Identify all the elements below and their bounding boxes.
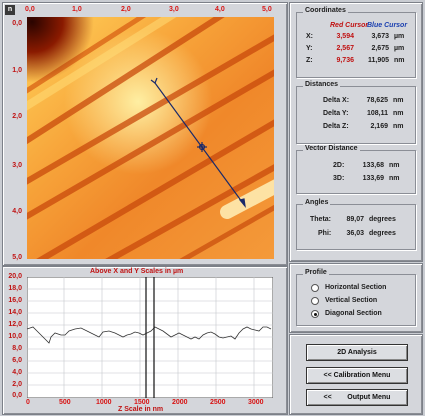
delta-y-unit: nm [393,110,404,117]
coord-axis-x: X: [306,33,313,40]
image-y-tick: 5,0 [12,254,22,261]
corner-button[interactable]: n [5,5,15,15]
vector-3d-value: 133,69 [362,175,384,182]
coord-y-red: 2,567 [336,45,354,52]
profile-x-tick: 3000 [248,399,264,406]
angles-group: Angles [296,199,416,250]
image-y-tick: 0,0 [12,20,22,27]
delta-z-label: Delta Z: [323,123,349,130]
profile-y-tick: 6,0 [12,357,22,364]
profile-x-tick: 1500 [134,399,150,406]
vector-2d-label: 2D: [333,162,345,169]
profile-x-tick: 500 [59,399,71,406]
coord-x-unit: µm [394,33,405,40]
surface-image[interactable] [27,17,274,259]
profile-title: Profile [303,269,329,276]
distances-group: Distances [296,81,416,144]
vector-2d-unit: nm [389,162,400,169]
coordinates-title: Coordinates [303,7,348,14]
profile-x-tick: 0 [26,399,30,406]
profile-y-tick: 10,0 [8,333,22,340]
coord-z-unit: nm [394,57,405,64]
profile-x-tick: 2500 [210,399,226,406]
profile-y-tick: 12,0 [8,321,22,328]
distances-title: Distances [303,81,341,88]
red-cursor-label: Red Cursor [330,22,369,29]
blue-cursor-label: Blue Cursor [367,22,408,29]
vector-3d-label: 3D: [333,175,345,182]
delta-x-value: 78,625 [366,97,388,104]
vector-2d-value: 133,68 [362,162,384,169]
profile-y-tick: 2,0 [12,381,22,388]
image-x-tick: 5,0 [262,6,272,13]
delta-x-label: Delta X: [323,97,350,104]
angles-title: Angles [303,199,331,206]
vertical-section-label[interactable]: Vertical Section [325,297,378,304]
profile-y-tick: 18,0 [8,285,22,292]
coordinates-group: Coordinates [296,7,416,78]
image-y-tick: 1,0 [12,67,22,74]
coord-z-blue: 11,905 [367,57,389,64]
diagonal-cursor-line[interactable] [150,77,246,209]
phi-value: 36,03 [346,230,364,237]
profile-gridlines [27,277,273,398]
profile-group: Profile [296,269,416,326]
profile-plot-area[interactable] [27,277,273,398]
coord-axis-z: Z: [306,57,313,64]
horizontal-section-label[interactable]: Horizontal Section [325,284,387,291]
coord-axis-y: Y: [306,45,313,52]
theta-value: 89,07 [346,216,364,223]
delta-y-label: Delta Y: [323,110,349,117]
output-menu-button[interactable]: << Output Menu [306,389,408,406]
profile-curve [27,326,272,344]
delta-x-unit: nm [393,97,404,104]
profile-x-axis-label: Z Scale in nm [118,406,164,413]
vector-distance-title: Vector Distance [303,145,360,152]
phi-unit: degrees [369,230,396,237]
image-x-tick: 1,0 [72,6,82,13]
coord-x-red: 3,594 [336,33,354,40]
profile-plot-title: Above X and Y Scales in µm [90,268,184,275]
delta-z-unit: nm [393,123,404,130]
profile-x-tick: 2000 [172,399,188,406]
image-y-tick: 2,0 [12,113,22,120]
image-x-tick: 4,0 [215,6,225,13]
profile-x-tick: 1000 [96,399,112,406]
2d-analysis-button[interactable]: 2D Analysis [306,344,408,361]
profile-y-tick: 20,0 [8,273,22,280]
vertical-section-radio[interactable] [311,297,319,305]
theta-unit: degrees [369,216,396,223]
phi-label: Phi: [318,230,332,237]
coord-y-unit: µm [394,45,405,52]
dark-corner [27,17,274,259]
coord-y-blue: 2,675 [371,45,389,52]
image-y-tick: 3,0 [12,162,22,169]
calibration-menu-button[interactable]: << Calibration Menu [306,367,408,384]
diagonal-section-label[interactable]: Diagonal Section [325,310,382,317]
image-x-tick: 2,0 [121,6,131,13]
image-y-tick: 4,0 [12,208,22,215]
profile-y-tick: 8,0 [12,345,22,352]
profile-y-tick: 0,0 [12,392,22,399]
profile-y-tick: 16,0 [8,297,22,304]
diagonal-section-radio[interactable] [311,310,319,318]
delta-z-value: 2,169 [370,123,388,130]
image-x-tick: 3,0 [169,6,179,13]
theta-label: Theta: [310,216,331,223]
measurements-panel [289,2,423,262]
horizontal-section-radio[interactable] [311,284,319,292]
profile-y-tick: 4,0 [12,369,22,376]
vector-3d-unit: nm [389,175,400,182]
profile-y-tick: 14,0 [8,309,22,316]
vector-distance-group: Vector Distance [296,145,416,194]
delta-y-value: 108,11 [366,110,388,117]
profile-plot-background [27,277,273,398]
coord-z-red: 9,736 [336,57,354,64]
image-x-tick: 0,0 [25,6,35,13]
coord-x-blue: 3,673 [371,33,389,40]
